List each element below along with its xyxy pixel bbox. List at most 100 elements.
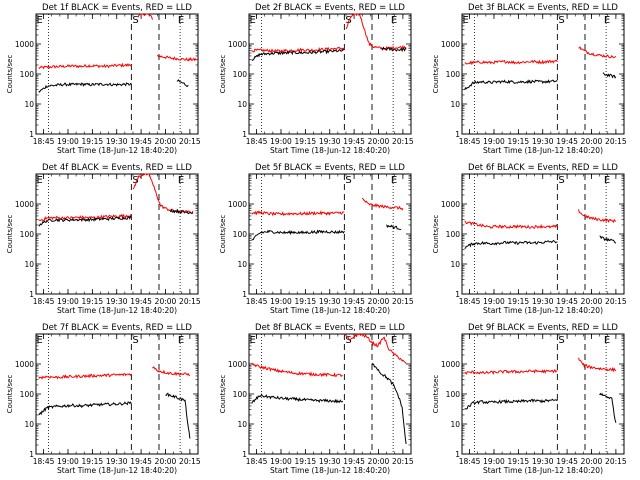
x-tick-label: 18:45 bbox=[459, 137, 481, 146]
y-tick-label: 100 bbox=[446, 390, 461, 399]
x-tick-label: 18:45 bbox=[459, 457, 481, 466]
plot-frame bbox=[461, 173, 625, 295]
y-axis-label: Counts/sec bbox=[219, 55, 227, 94]
y-tick-label: 1 bbox=[29, 450, 34, 459]
x-tick-label: 19:15 bbox=[82, 137, 104, 146]
x-tick-label: 19:15 bbox=[508, 137, 530, 146]
interval-marker-label: E bbox=[391, 15, 397, 26]
panel-title: Det 3f BLACK = Events, RED = LLD bbox=[468, 3, 618, 13]
plot-frame bbox=[248, 13, 412, 135]
x-tick-label: 19:45 bbox=[556, 297, 578, 306]
events-series-line bbox=[169, 208, 194, 215]
y-tick-label: 100 bbox=[233, 70, 248, 79]
lld-series-line bbox=[361, 197, 404, 211]
interval-marker-label: S bbox=[558, 15, 564, 26]
y-tick-label: 1 bbox=[455, 130, 460, 139]
x-tick-label: 18:45 bbox=[33, 457, 55, 466]
y-tick-label: 1 bbox=[29, 130, 34, 139]
plot-frame bbox=[461, 13, 625, 135]
interval-marker-label: E bbox=[604, 335, 610, 346]
y-tick-label: 1000 bbox=[15, 200, 34, 209]
y-tick-label: 1000 bbox=[441, 40, 460, 49]
x-tick-label: 19:00 bbox=[483, 137, 505, 146]
events-series-line bbox=[599, 392, 617, 423]
panel-title: Det 1f BLACK = Events, RED = LLD bbox=[42, 3, 192, 13]
x-tick-label: 19:00 bbox=[483, 297, 505, 306]
y-tick-label: 100 bbox=[20, 230, 35, 239]
y-tick-label: 10 bbox=[450, 260, 460, 269]
x-tick-label: 19:30 bbox=[532, 297, 554, 306]
panel-title: Det 2f BLACK = Events, RED = LLD bbox=[255, 3, 405, 13]
x-tick-label: 20:15 bbox=[605, 137, 627, 146]
x-tick-label: 19:45 bbox=[130, 297, 152, 306]
plot-frame bbox=[248, 173, 412, 295]
interval-marker-label: S bbox=[132, 335, 138, 346]
x-tick-label: 19:00 bbox=[270, 297, 292, 306]
y-tick-label: 10 bbox=[237, 420, 247, 429]
y-tick-label: 100 bbox=[20, 70, 35, 79]
interval-marker-label: E bbox=[604, 15, 610, 26]
x-tick-label: 19:30 bbox=[319, 137, 341, 146]
interval-marker-label: E bbox=[391, 335, 397, 346]
x-tick-label: 19:45 bbox=[343, 457, 365, 466]
y-tick-label: 10 bbox=[237, 100, 247, 109]
lld-series-line bbox=[344, 333, 407, 364]
events-series-line bbox=[38, 401, 132, 416]
x-tick-label: 20:00 bbox=[155, 297, 177, 306]
x-tick-label: 20:00 bbox=[155, 137, 177, 146]
x-tick-label: 20:00 bbox=[155, 457, 177, 466]
y-axis-label: Counts/sec bbox=[219, 215, 227, 254]
panel-det-4: Det 4f BLACK = Events, RED = LLD Counts/s… bbox=[6, 163, 201, 315]
lld-series-line bbox=[578, 46, 617, 59]
y-tick-label: 1 bbox=[29, 290, 34, 299]
lld-series-line bbox=[152, 366, 190, 377]
lld-series-line bbox=[38, 213, 132, 221]
x-tick-label: 19:15 bbox=[295, 457, 317, 466]
interval-marker-label: E bbox=[178, 15, 184, 26]
x-tick-label: 19:45 bbox=[343, 297, 365, 306]
y-axis-label: Counts/sec bbox=[6, 215, 14, 254]
interval-marker-label: E bbox=[391, 175, 397, 186]
y-tick-label: 1 bbox=[242, 290, 247, 299]
y-tick-label: 1 bbox=[242, 130, 247, 139]
y-tick-label: 100 bbox=[233, 230, 248, 239]
x-tick-label: 19:15 bbox=[508, 457, 530, 466]
interval-marker-label: E bbox=[36, 335, 42, 346]
x-tick-label: 18:45 bbox=[459, 297, 481, 306]
x-tick-label: 20:15 bbox=[605, 457, 627, 466]
lld-series-line bbox=[464, 59, 558, 66]
y-tick-label: 1 bbox=[455, 290, 460, 299]
x-tick-label: 19:15 bbox=[82, 297, 104, 306]
interval-marker-label: S bbox=[558, 175, 564, 186]
interval-marker-label: E bbox=[249, 15, 255, 26]
x-tick-label: 20:00 bbox=[368, 297, 390, 306]
x-tick-label: 18:45 bbox=[246, 297, 268, 306]
y-axis-label: Counts/sec bbox=[219, 375, 227, 414]
plot-frame bbox=[35, 13, 199, 135]
panel-det-2: Det 2f BLACK = Events, RED = LLD Counts/s… bbox=[219, 3, 414, 155]
panel-det-6: Det 6f BLACK = Events, RED = LLD Counts/s… bbox=[432, 163, 627, 315]
y-tick-label: 100 bbox=[446, 70, 461, 79]
panel-det-7: Det 7f BLACK = Events, RED = LLD Counts/s… bbox=[6, 323, 201, 475]
panel-det-9: Det 9f BLACK = Events, RED = LLD Counts/s… bbox=[432, 323, 627, 475]
y-axis-label: Counts/sec bbox=[432, 55, 440, 94]
x-tick-label: 20:15 bbox=[179, 137, 201, 146]
y-tick-label: 10 bbox=[237, 260, 247, 269]
x-tick-label: 20:15 bbox=[392, 457, 414, 466]
x-tick-label: 20:15 bbox=[179, 457, 201, 466]
lld-series-line bbox=[132, 173, 194, 215]
x-tick-label: 19:15 bbox=[295, 137, 317, 146]
panel-title: Det 9f BLACK = Events, RED = LLD bbox=[468, 323, 618, 333]
y-tick-label: 1000 bbox=[228, 40, 247, 49]
panel-title: Det 7f BLACK = Events, RED = LLD bbox=[42, 323, 192, 333]
lld-series-line bbox=[464, 220, 558, 230]
x-axis-label: Start Time (18-Jun-12 18:40:20) bbox=[57, 466, 177, 475]
x-tick-label: 18:45 bbox=[33, 137, 55, 146]
plot-frame bbox=[35, 333, 199, 455]
x-tick-label: 20:00 bbox=[581, 297, 603, 306]
x-tick-label: 20:15 bbox=[605, 297, 627, 306]
panel-det-1: Det 1f BLACK = Events, RED = LLD Counts/s… bbox=[6, 3, 201, 155]
y-tick-label: 1 bbox=[455, 450, 460, 459]
y-axis-label: Counts/sec bbox=[432, 375, 440, 414]
